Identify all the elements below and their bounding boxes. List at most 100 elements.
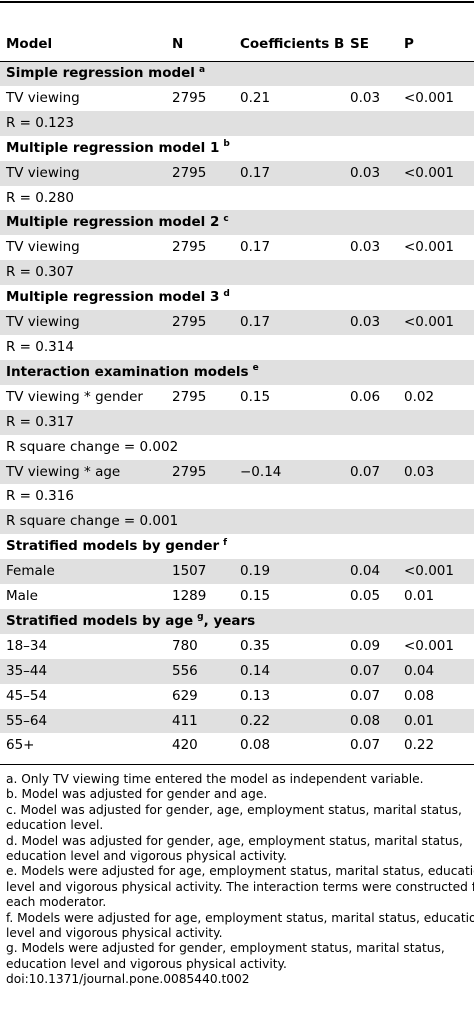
cell-coef: 0.08 [240,737,271,754]
cell-n: 2795 [172,388,207,405]
table-row: Female 1507 0.19 0.04 <0.001 [0,559,474,585]
cell-coef: 0.17 [234,160,344,186]
cell-model: TV viewing * age [0,459,166,485]
cell-p: 0.03 [398,459,474,485]
cell-n: 420 [172,737,198,754]
cell-model: TV viewing [6,89,80,106]
cell-p: <0.001 [398,160,474,186]
bottom-rule [0,764,474,765]
cell-p: <0.001 [398,310,474,335]
header-se: SE [350,36,369,52]
cell-p: 0.04 [398,658,474,684]
footnote-line: each moderator. [6,895,107,910]
table-row: 45–54 629 0.13 0.07 0.08 [0,684,474,709]
row-note: R = 0.316 [0,484,474,509]
footnote-marker: d [223,288,230,299]
footnote-line: b. Model was adjusted for gender and age… [6,787,268,802]
cell-n: 2795 [166,160,234,186]
cell-se: 0.04 [344,559,398,585]
row-note: R = 0.280 [0,186,474,211]
cell-se: 0.07 [350,737,381,754]
table-row: TV viewing 2795 0.21 0.03 <0.001 [0,86,474,111]
footnote-line: education level and vigorous physical ac… [6,849,287,864]
row-note: R square change = 0.001 [0,509,474,535]
footnote-line: f. Models were adjusted for age, employm… [6,910,474,925]
header-row: Model N Coefficients B SE P [0,27,474,61]
section-label: Multiple regression model 3 [6,289,220,306]
table-row: 55–64 411 0.22 0.08 0.01 [0,708,474,734]
section-heading: Stratified models by gender f [0,534,474,559]
footnote-line: e. Models were adjusted for age, employm… [6,864,474,879]
row-note: R = 0.307 [0,260,474,286]
section-heading: Interaction examination models e [0,359,474,385]
cell-coef: 0.35 [240,637,271,654]
footnote-line: education level. [6,818,104,833]
table-row: Stratified models by age g, years [0,608,474,634]
table-row: TV viewing 2795 0.17 0.03 <0.001 [0,235,474,260]
table-row: R square change = 0.001 [0,509,474,535]
cell-n: 411 [166,708,234,734]
cell-model: 65+ [6,737,35,754]
table-row: R square change = 0.002 [0,435,474,460]
cell-coef: 0.15 [240,388,271,405]
footnote-marker: f [223,537,228,548]
footnote-line: a. Only TV viewing time entered the mode… [6,772,424,786]
cell-p: 0.01 [398,708,474,734]
note-label: R = 0.316 [6,488,74,505]
cell-n: 1507 [166,559,234,585]
cell-se: 0.03 [344,310,398,335]
footnote-marker: a [198,64,206,75]
section-label: Stratified models by gender [6,538,220,555]
cell-model: TV viewing [0,160,166,186]
doi-text: doi:10.1371/journal.pone.0085440.t002 [6,972,250,987]
cell-n: 2795 [172,89,207,106]
footnote-marker: c [223,213,229,224]
footnote-marker: g [197,612,204,623]
section-heading: Simple regression model a [0,61,474,86]
note-label: R square change = 0.002 [6,438,179,455]
table-row: TV viewing 2795 0.17 0.03 <0.001 [0,160,474,186]
cell-p: 0.22 [404,737,435,754]
cell-p: <0.001 [404,89,454,106]
cell-coef: 0.22 [234,708,344,734]
section-label: Multiple regression model 2 [6,214,220,231]
table-row: R = 0.314 [0,335,474,360]
header-n: N [172,36,184,52]
regression-table: Model N Coefficients B SE P Simple regre… [0,27,474,758]
footnote-line: education level and vigorous physical ac… [6,956,287,971]
cell-coef: 0.21 [240,89,271,106]
cell-coef: −0.14 [234,459,344,485]
footnote-line: c. Model was adjusted for gender, age, e… [6,802,462,817]
table-row: Stratified models by gender f [0,534,474,559]
cell-n: 2795 [172,239,207,256]
cell-coef: 0.19 [234,559,344,585]
cell-n: 2795 [166,310,234,335]
cell-se: 0.06 [350,388,381,405]
section-label: Simple regression model [6,65,195,81]
cell-se: 0.05 [350,588,381,605]
cell-se: 0.07 [350,687,381,704]
cell-n: 1289 [172,588,207,605]
header-p: P [404,36,414,52]
cell-model: 55–64 [0,708,166,734]
note-label: R square change = 0.001 [6,513,179,530]
section-heading: Stratified models by age g, years [0,608,474,634]
cell-model: Female [0,559,166,585]
footnote-marker: b [223,139,230,150]
section-label: Multiple regression model 1 [6,139,220,156]
table-row: R = 0.123 [0,110,474,136]
cell-se: 0.09 [350,637,381,654]
note-label: R = 0.314 [6,338,74,355]
table-row: 65+ 420 0.08 0.07 0.22 [0,733,474,758]
footnote-line: d. Model was adjusted for gender, age, e… [6,833,463,848]
cell-coef: 0.17 [240,239,271,256]
table-row: Simple regression model a [0,61,474,86]
cell-model: 18–34 [6,637,48,654]
cell-model: 35–44 [0,658,166,684]
table-row: 18–34 780 0.35 0.09 <0.001 [0,634,474,659]
cell-model: TV viewing [6,239,80,256]
